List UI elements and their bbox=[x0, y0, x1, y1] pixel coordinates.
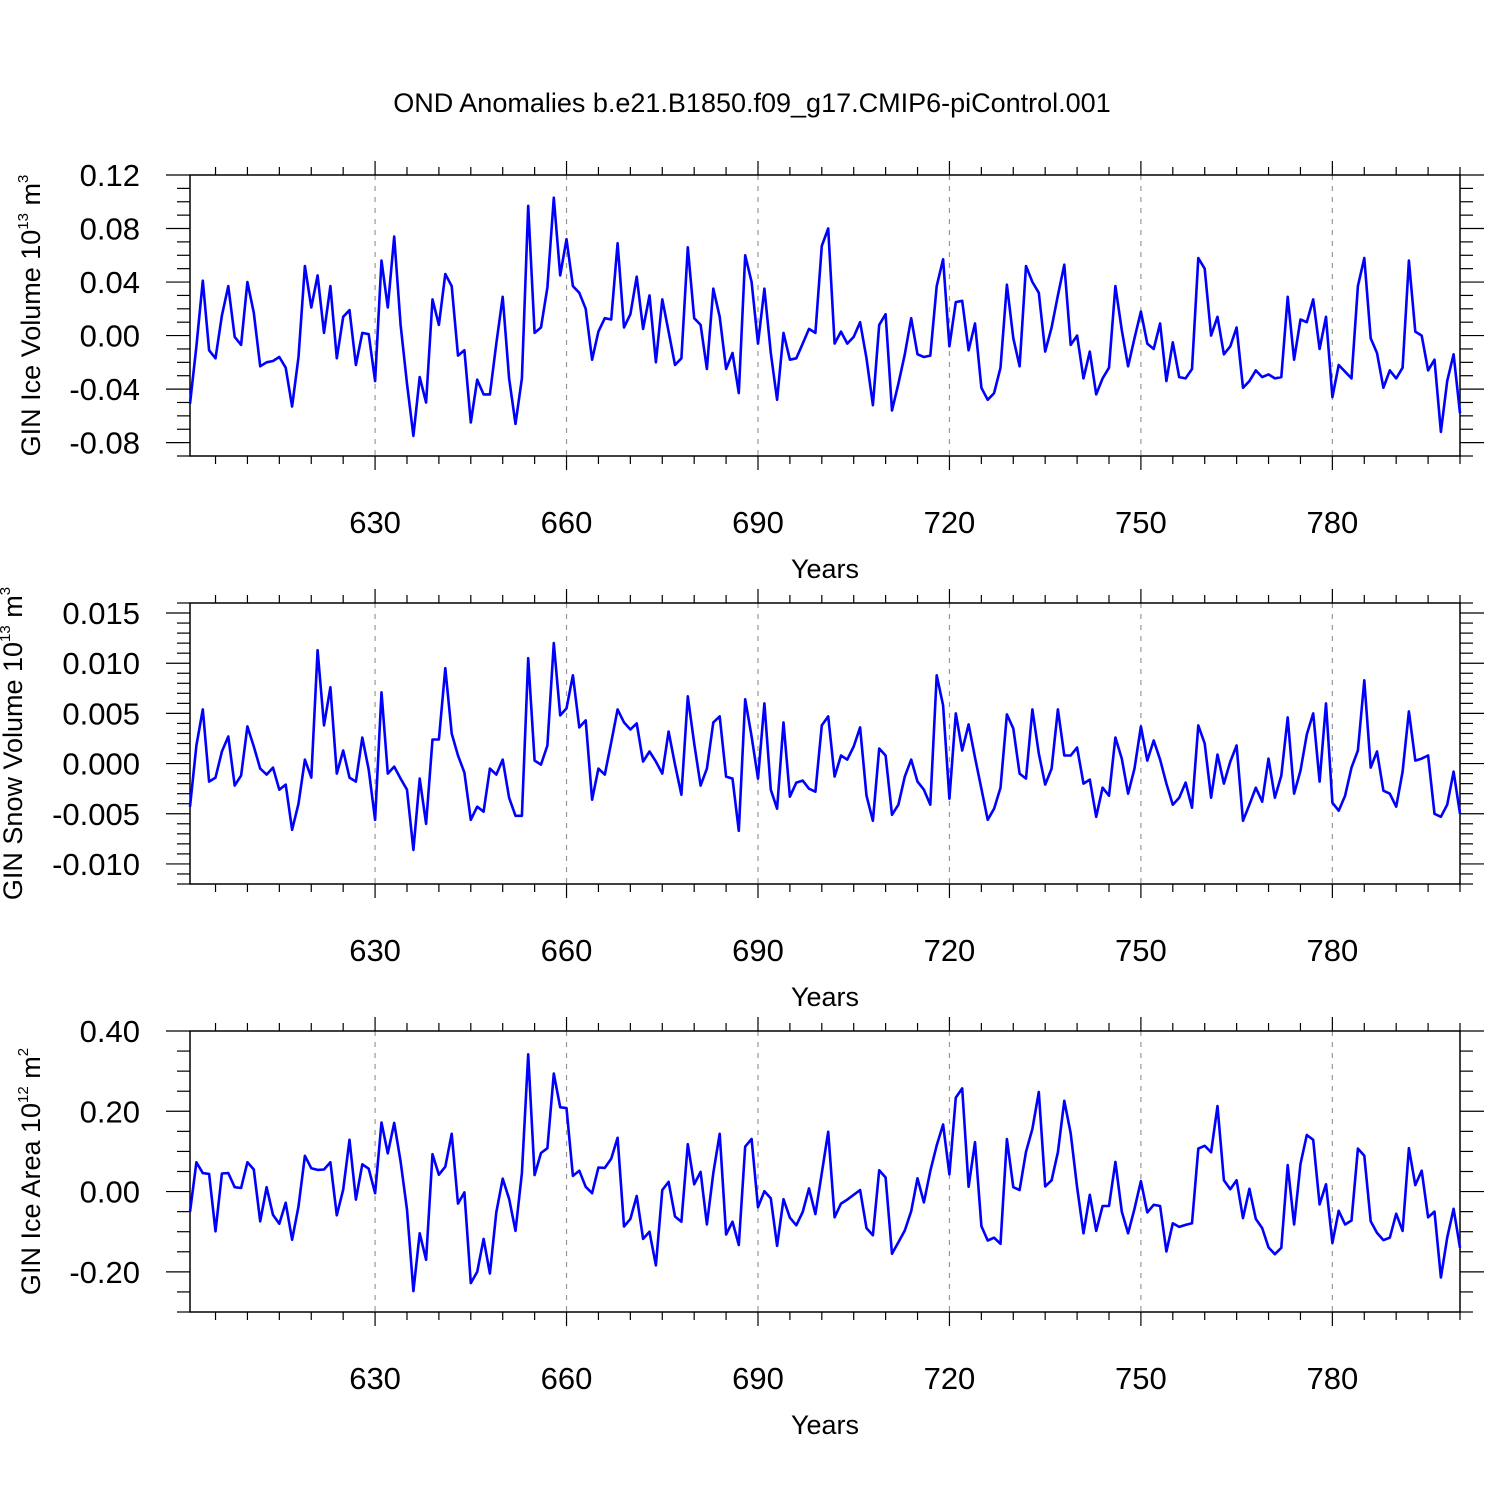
x-tick-label: 630 bbox=[349, 505, 401, 540]
series-line bbox=[188, 196, 1462, 438]
x-tick-label: 720 bbox=[924, 1361, 976, 1396]
x-tick-label: 780 bbox=[1306, 1361, 1358, 1396]
y-tick-label: -0.08 bbox=[69, 426, 140, 461]
x-tick-label: 630 bbox=[349, 1361, 401, 1396]
plot-frame bbox=[189, 174, 1461, 457]
panel-1: -0.08 -0.04 0.00 0.04 0.08 0.12 630 660 690 720 75… bbox=[15, 158, 1484, 584]
y-axis-label: GIN Ice Area 1012 m2 bbox=[15, 1048, 46, 1295]
x-axis-label: Years bbox=[791, 554, 859, 584]
x-tick-label: 690 bbox=[732, 505, 784, 540]
y-axis-label: GIN Snow Volume 1013 m3 bbox=[0, 587, 28, 900]
x-tick-label: 720 bbox=[924, 933, 976, 968]
plot-frame bbox=[189, 602, 1461, 885]
y-tick-label: -0.005 bbox=[52, 797, 140, 832]
x-tick-label: 690 bbox=[732, 1361, 784, 1396]
x-tick-label: 660 bbox=[541, 933, 593, 968]
y-tick-label: -0.010 bbox=[52, 847, 140, 882]
x-tick-label: 750 bbox=[1115, 505, 1167, 540]
y-tick-label: 0.04 bbox=[80, 265, 140, 300]
x-tick-label: 660 bbox=[541, 505, 593, 540]
y-tick-label: 0.20 bbox=[80, 1094, 140, 1129]
y-tick-label: 0.000 bbox=[62, 747, 140, 782]
x-tick-label: 750 bbox=[1115, 933, 1167, 968]
y-tick-label: -0.04 bbox=[69, 372, 140, 407]
x-axis-label: Years bbox=[791, 1410, 859, 1440]
x-tick-label: 630 bbox=[349, 933, 401, 968]
x-tick-label: 780 bbox=[1306, 933, 1358, 968]
y-tick-label: -0.20 bbox=[69, 1255, 140, 1290]
series-line bbox=[188, 641, 1462, 852]
y-tick-label: 0.015 bbox=[62, 596, 140, 631]
y-tick-label: 0.40 bbox=[80, 1014, 140, 1049]
plot-frame bbox=[189, 1030, 1461, 1313]
x-tick-label: 780 bbox=[1306, 505, 1358, 540]
x-tick-label: 660 bbox=[541, 1361, 593, 1396]
panel-2: -0.010 -0.005 0.000 0.005 0.010 0.015 630 660 69… bbox=[0, 587, 1484, 1012]
y-tick-label: 0.08 bbox=[80, 212, 140, 247]
x-axis-label: Years bbox=[791, 982, 859, 1012]
x-tick-label: 720 bbox=[924, 505, 976, 540]
x-tick-label: 750 bbox=[1115, 1361, 1167, 1396]
panel-3: -0.20 0.00 0.20 0.40 630 660 690 720 750 780 Years… bbox=[15, 1014, 1484, 1440]
series-line bbox=[188, 1053, 1462, 1293]
chart-title: OND Anomalies b.e21.B1850.f09_g17.CMIP6-… bbox=[393, 88, 1110, 118]
y-tick-label: 0.010 bbox=[62, 646, 140, 681]
y-tick-label: 0.00 bbox=[80, 319, 140, 354]
x-tick-label: 690 bbox=[732, 933, 784, 968]
y-axis-label: GIN Ice Volume 1013 m3 bbox=[15, 175, 46, 457]
y-tick-label: 0.12 bbox=[80, 158, 140, 193]
y-tick-label: 0.005 bbox=[62, 696, 140, 731]
y-tick-label: 0.00 bbox=[80, 1175, 140, 1210]
